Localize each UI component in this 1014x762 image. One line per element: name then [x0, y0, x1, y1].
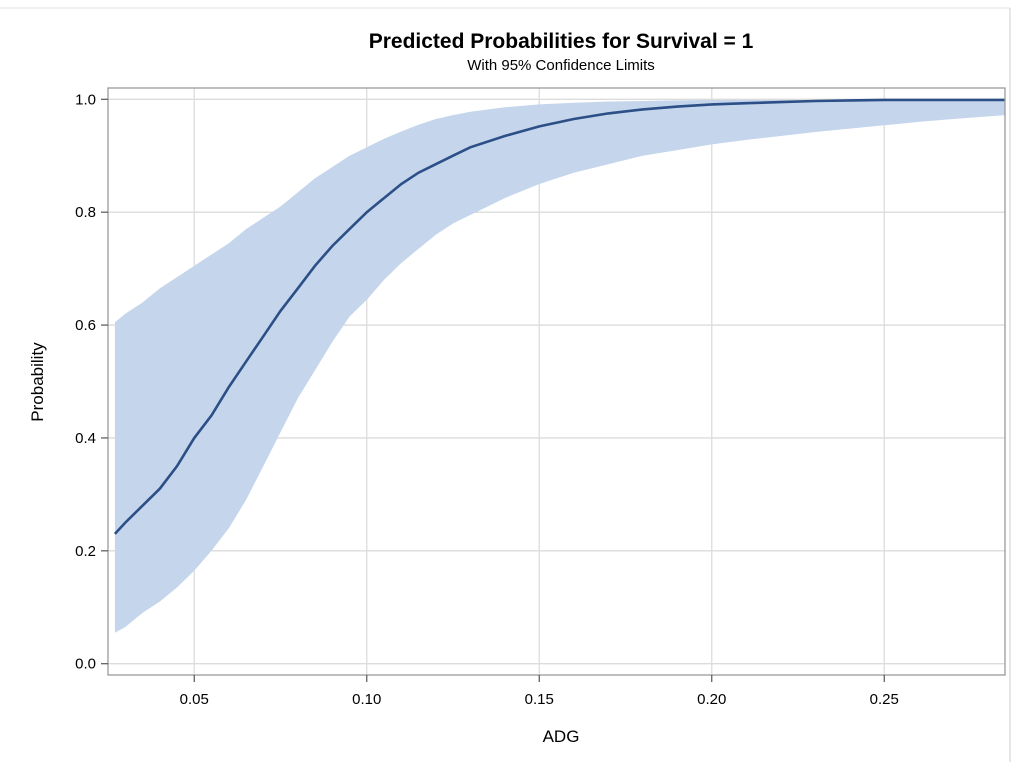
x-tick-label: 0.15: [525, 691, 554, 708]
x-tick-label: 0.25: [870, 691, 899, 708]
plot-area-border: [107, 87, 1006, 676]
y-tick-label: 0.8: [75, 204, 96, 221]
y-tick-label: 0.4: [75, 430, 96, 447]
x-axis-tick-labels: 0.05 0.10 0.15 0.20 0.25: [180, 691, 899, 708]
y-tick-label: 0.6: [75, 317, 96, 334]
axis-ticks: [101, 98, 885, 682]
predicted-probability-line: [113, 98, 1005, 535]
y-tick-label: 0.2: [75, 543, 96, 560]
y-tick-label: 1.0: [75, 91, 96, 108]
y-axis-label: Probability: [28, 342, 47, 422]
prediction-line-layer: [113, 98, 1005, 535]
chart-title: Predicted Probabilities for Survival = 1: [369, 30, 754, 53]
chart-subtitle: With 95% Confidence Limits: [467, 57, 655, 74]
x-tick-label: 0.05: [180, 691, 209, 708]
x-axis-label: ADG: [543, 727, 580, 746]
x-tick-label: 0.20: [697, 691, 726, 708]
x-tick-label: 0.10: [352, 691, 381, 708]
y-tick-label: 0.0: [75, 656, 96, 673]
y-axis-tick-labels: 0.0 0.2 0.4 0.6 0.8 1.0: [75, 91, 96, 672]
confidence-band: [114, 99, 1005, 633]
confidence-band-layer: [114, 99, 1005, 633]
